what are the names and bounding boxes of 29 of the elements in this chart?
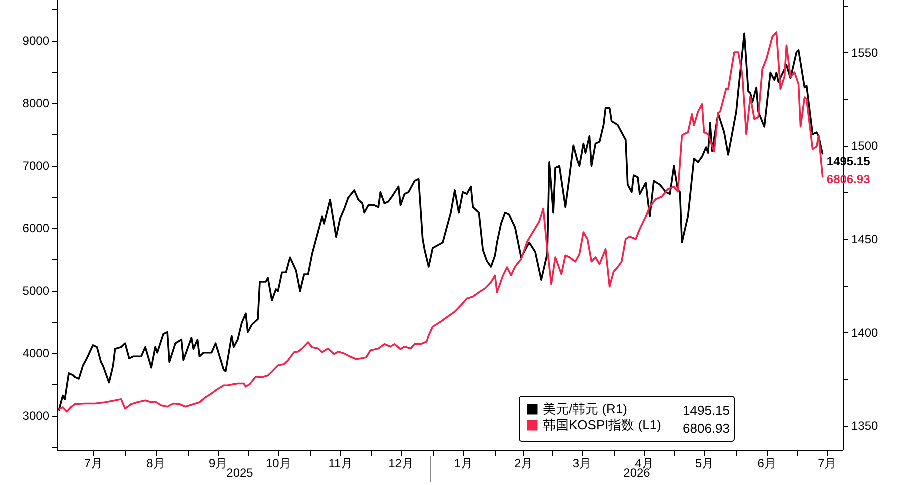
x-tick-label: 8月 (146, 456, 166, 470)
y2-tick-label: 1550 (852, 46, 879, 60)
legend-label: 美元/韩元 (R1) (543, 402, 628, 416)
legend-label: 韩国KOSPI指数 (L1) (543, 418, 662, 432)
y-tick-label: 3000 (22, 409, 50, 424)
y-tick-label: 8000 (22, 96, 50, 111)
y-tick-label: 6000 (22, 222, 50, 236)
y-tick-label: 4000 (22, 346, 50, 361)
x-tick-label: 6月 (758, 456, 776, 470)
y2-tick-label: 1400 (852, 326, 879, 340)
x-tick-label: 12月 (388, 456, 414, 470)
y2-tick-label: 1350 (852, 419, 879, 434)
text: 2025 (226, 466, 254, 480)
x-tick-label: 3月 (572, 456, 592, 470)
x-tick-label: 2月 (514, 456, 534, 470)
x-tick-label: 11月 (328, 456, 354, 470)
x-tick-label: 1月 (454, 456, 473, 470)
y2-tick-label: 1500 (852, 139, 879, 154)
x-tick-label: 7月 (84, 456, 104, 470)
text: 6806.93 (683, 421, 730, 436)
y-tick-label: 7000 (22, 159, 50, 174)
x-tick-label: 9月 (208, 456, 228, 470)
x-tick-label: 10月 (266, 456, 292, 470)
x-tick-label: 7月 (818, 456, 837, 470)
y-tick-label: 9000 (22, 34, 50, 48)
x-tick-label: 5月 (695, 456, 714, 470)
y2-tick-label: 1450 (852, 232, 879, 247)
y-tick-label: 5000 (22, 284, 50, 298)
text: 1495.15 (683, 403, 730, 418)
